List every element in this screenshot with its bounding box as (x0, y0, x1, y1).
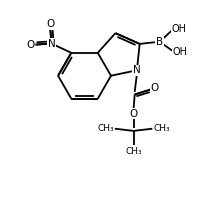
Text: B: B (156, 37, 163, 47)
Text: OH: OH (171, 24, 186, 34)
Text: CH₃: CH₃ (97, 124, 114, 133)
Text: N: N (48, 39, 55, 49)
Text: OH: OH (172, 47, 188, 57)
Text: O: O (46, 19, 54, 29)
Text: O: O (151, 83, 159, 93)
Text: O: O (27, 40, 35, 50)
Text: CH₃: CH₃ (153, 124, 170, 133)
Text: O: O (129, 109, 138, 119)
Text: N: N (133, 65, 141, 75)
Text: CH₃: CH₃ (125, 147, 142, 156)
